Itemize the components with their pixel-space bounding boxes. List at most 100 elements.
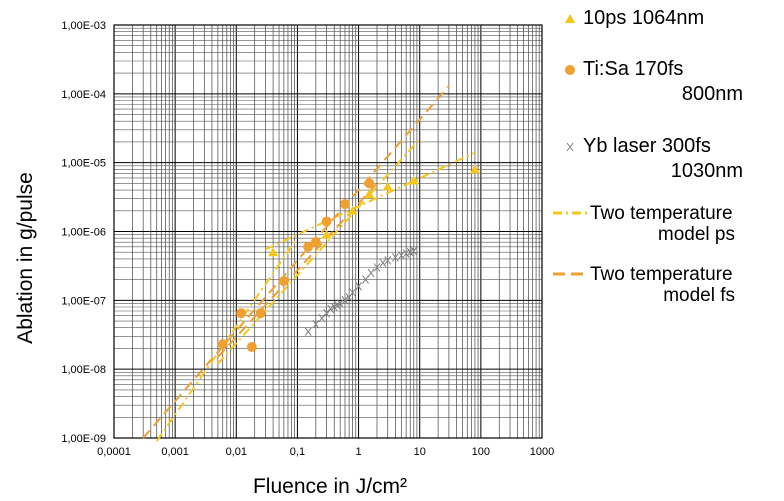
cross-stroke: [312, 319, 320, 329]
data-point-triangle: [321, 229, 332, 239]
y-tick-label: 1,00E-08: [61, 364, 106, 376]
y-tick-label: 1,00E-04: [61, 89, 106, 101]
x-tick-label: 0,01: [226, 446, 247, 458]
y-tick-label: 1,00E-06: [61, 227, 106, 239]
x-tick-label: 0,0001: [97, 446, 131, 458]
data-point-triangle: [268, 247, 279, 257]
data-points: [217, 164, 480, 352]
legend: 10ps 1064nm Ti:Sa 170fs 800nm Yb laser 300f…: [553, 7, 743, 306]
y-tick-label: 1,00E-03: [61, 20, 106, 32]
y-axis-title: Ablation in g/pulse: [14, 172, 37, 344]
legend-label: Yb laser 300fs: [583, 135, 711, 157]
data-point-triangle: [347, 205, 358, 215]
y-tick-labels: 1,00E-09 1,00E-08 1,00E-07 1,00E-06 1,00E-05…: [61, 20, 106, 445]
cross-stroke: [362, 275, 369, 284]
legend-label: model ps: [658, 224, 735, 245]
model-line-segment: [142, 85, 450, 439]
legend-item: Yb laser 300fs 1030nm: [566, 135, 743, 182]
cross-stroke: [349, 288, 357, 297]
cross-stroke: [367, 268, 375, 278]
data-point-triangle: [469, 164, 480, 174]
data-point-triangle: [565, 14, 575, 23]
cross-stroke: [373, 263, 381, 272]
y-tick-label: 1,00E-05: [61, 158, 106, 170]
cross-stroke: [318, 313, 326, 323]
legend-label: Ti:Sa 170fs: [583, 58, 683, 80]
data-point-triangle: [364, 189, 375, 199]
data-point-circle: [340, 199, 351, 210]
legend-label: 1030nm: [671, 160, 743, 182]
data-point-circle: [217, 339, 228, 350]
data-point-circle: [255, 308, 266, 319]
data-point-circle: [303, 241, 314, 252]
data-point-cross: [410, 246, 418, 256]
data-point-circle: [310, 237, 321, 248]
legend-item: 10ps 1064nm: [565, 7, 704, 29]
data-point-circle: [246, 341, 257, 352]
data-point-cross: [391, 253, 399, 262]
y-tick-label: 1,00E-09: [61, 433, 106, 445]
data-point-cross: [402, 249, 410, 258]
data-point-cross: [341, 296, 349, 305]
data-point-cross: [384, 256, 392, 265]
data-point-circle: [565, 65, 575, 75]
cross-stroke: [355, 281, 362, 291]
legend-label: model fs: [663, 285, 735, 306]
cross-stroke: [323, 308, 331, 318]
x-tick-label: 1: [356, 446, 362, 458]
data-point-cross: [379, 258, 387, 268]
cross-stroke: [304, 327, 312, 337]
x-tick-label: 0,001: [161, 446, 189, 458]
x-tick-label: 1000: [530, 446, 554, 458]
cross-stroke: [327, 304, 335, 314]
x-tick-label: 10: [414, 446, 426, 458]
cross-stroke: [341, 296, 349, 305]
cross-stroke: [566, 142, 574, 152]
grid: [113, 25, 542, 439]
x-axis-title: Fluence in J/cm²: [253, 475, 407, 498]
model-line-segment: [155, 237, 299, 442]
data-point-cross: [327, 304, 335, 314]
data-point-cross: [362, 275, 369, 284]
cross-stroke: [384, 256, 392, 265]
y-tick-label: 1,00E-07: [61, 295, 106, 307]
cross-stroke: [410, 246, 418, 256]
data-point-cross: [373, 263, 381, 272]
legend-label: 800nm: [682, 83, 743, 105]
data-point-triangle: [408, 175, 419, 185]
cross-stroke: [391, 253, 399, 262]
data-point-cross: [566, 142, 574, 152]
data-point-circle: [364, 178, 375, 189]
data-point-cross: [336, 299, 344, 308]
cross-stroke: [397, 251, 405, 260]
legend-label: 10ps 1064nm: [583, 7, 704, 29]
x-tick-label: 0,1: [290, 446, 305, 458]
cross-stroke: [402, 249, 410, 258]
legend-label: Two temperature: [590, 264, 733, 285]
legend-item: Ti:Sa 170fs 800nm: [565, 58, 743, 105]
data-point-circle: [278, 276, 289, 287]
data-point-cross: [367, 268, 375, 278]
data-point-circle: [236, 308, 247, 319]
model-line-segment: [265, 151, 476, 251]
data-point-cross: [355, 281, 362, 291]
cross-stroke: [379, 258, 387, 268]
data-point-cross: [304, 327, 312, 337]
plot-frame: [113, 24, 543, 439]
x-tick-label: 100: [472, 446, 490, 458]
data-point-cross: [397, 251, 405, 260]
data-point-circle: [321, 216, 332, 227]
x-tick-labels: 0,0001 0,001 0,01 0,1 1 10 100 1000: [97, 446, 554, 458]
data-point-cross: [318, 313, 326, 323]
model-lines: [142, 85, 476, 442]
data-point-triangle: [382, 181, 393, 191]
legend-label: Two temperature: [590, 203, 733, 224]
plot-border: [113, 24, 543, 439]
cross-stroke: [336, 299, 344, 308]
data-point-cross: [349, 288, 357, 297]
data-point-cross: [312, 319, 320, 329]
data-point-cross: [323, 308, 331, 318]
